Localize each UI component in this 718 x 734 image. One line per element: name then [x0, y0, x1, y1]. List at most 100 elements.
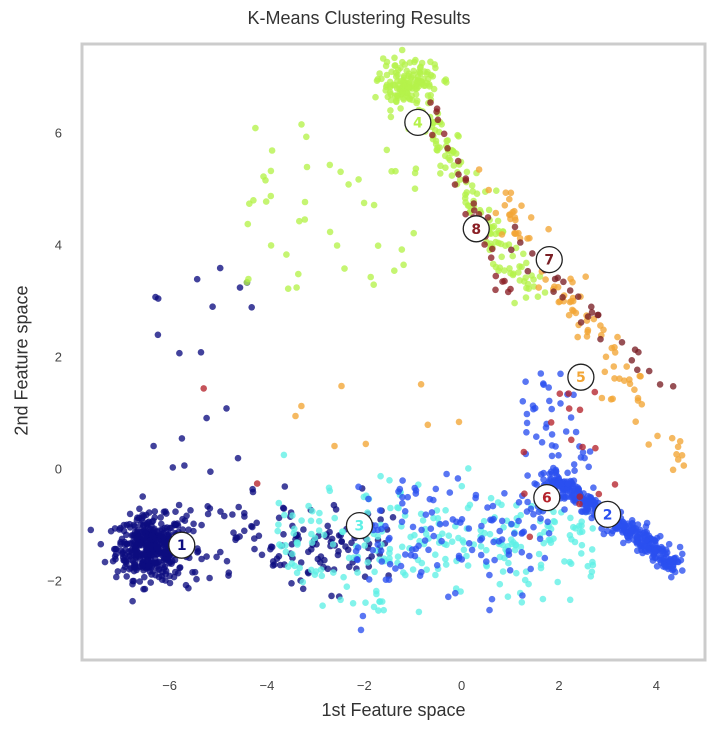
- cluster-point: [634, 533, 641, 541]
- cluster-point: [511, 214, 519, 221]
- cluster-point: [152, 293, 159, 301]
- cluster-point: [545, 384, 552, 391]
- cluster-point: [391, 267, 398, 275]
- cluster-point: [678, 452, 686, 459]
- cluster-point: [136, 578, 144, 585]
- cluster-point: [437, 162, 444, 170]
- cluster-point: [355, 176, 362, 183]
- cluster-point: [517, 543, 525, 551]
- cluster-point: [545, 225, 552, 233]
- cluster-point: [422, 511, 430, 518]
- cluster-point: [522, 294, 530, 301]
- cluster-point: [560, 278, 567, 286]
- cluster-point: [472, 494, 479, 502]
- cluster-point: [301, 198, 309, 206]
- cluster-point: [557, 370, 564, 378]
- cluster-point: [679, 567, 686, 574]
- cluster-point: [445, 593, 452, 601]
- cluster-point: [506, 265, 513, 272]
- cluster-point: [398, 46, 406, 54]
- cluster-point: [299, 585, 307, 593]
- chart-title: K-Means Clustering Results: [247, 8, 471, 28]
- cluster-point: [529, 250, 536, 257]
- cluster-point: [170, 520, 178, 528]
- cluster-point: [398, 518, 406, 526]
- cluster-point: [582, 273, 589, 281]
- cluster-point: [442, 520, 450, 527]
- cluster-point: [136, 505, 143, 513]
- cluster-point: [248, 522, 255, 530]
- cluster-point: [567, 414, 575, 421]
- cluster-point: [504, 288, 512, 296]
- cluster-point: [179, 526, 186, 533]
- cluster-point: [641, 531, 649, 539]
- cluster-point: [526, 552, 533, 560]
- cluster-point: [579, 449, 587, 456]
- cluster-point: [626, 532, 634, 540]
- cluster-point: [326, 161, 334, 169]
- cluster-point: [140, 551, 148, 559]
- cluster-point: [140, 585, 147, 593]
- cluster-point: [674, 443, 682, 451]
- cluster-point: [496, 553, 504, 561]
- cluster-point: [437, 170, 444, 177]
- cluster-point: [555, 452, 562, 459]
- cluster-point: [190, 520, 197, 528]
- cluster-point: [530, 276, 537, 283]
- cluster-point: [223, 405, 230, 412]
- cluster-point: [309, 507, 316, 515]
- cluster-point: [130, 567, 138, 575]
- cluster-point: [458, 482, 466, 490]
- cluster-point: [620, 519, 627, 526]
- cluster-point: [415, 608, 423, 616]
- cluster-point: [187, 507, 194, 514]
- cluster-point: [147, 579, 154, 586]
- cluster-point: [565, 390, 572, 397]
- cluster-point: [434, 116, 442, 124]
- cluster-point: [555, 474, 562, 482]
- cluster-point: [328, 535, 336, 543]
- cluster-point: [198, 521, 205, 529]
- cluster-point: [590, 315, 598, 323]
- cluster-point: [464, 562, 472, 569]
- cluster-point: [141, 573, 148, 581]
- cluster-point: [428, 509, 436, 516]
- cluster-point: [175, 501, 183, 509]
- cluster-point: [506, 567, 514, 574]
- cluster-point: [393, 92, 401, 99]
- cluster-point: [478, 522, 485, 530]
- cluster-point: [394, 553, 402, 560]
- y-tick-label: 4: [55, 238, 62, 253]
- cluster-point: [362, 440, 370, 448]
- cluster-point: [611, 344, 618, 351]
- cluster-point: [405, 83, 412, 91]
- cluster-point: [391, 62, 399, 69]
- cluster-point: [516, 277, 524, 284]
- cluster-point: [383, 58, 391, 66]
- cluster-point: [345, 554, 353, 562]
- cluster-point: [398, 543, 406, 551]
- cluster-point: [576, 500, 583, 508]
- cluster-point: [587, 573, 595, 580]
- cluster-point: [126, 553, 134, 560]
- cluster-point: [443, 541, 450, 549]
- cluster-point: [364, 559, 372, 566]
- cluster-point: [234, 454, 242, 462]
- cluster-point: [576, 493, 584, 501]
- cluster-point: [538, 471, 545, 478]
- cluster-point: [653, 563, 661, 570]
- cluster-point: [140, 521, 147, 529]
- cluster-point: [518, 599, 526, 606]
- cluster-point: [374, 526, 382, 534]
- cluster-point: [373, 587, 380, 595]
- cluster-point: [492, 263, 500, 271]
- cluster-point: [241, 509, 248, 517]
- cluster-point: [518, 202, 525, 209]
- cluster-point: [571, 494, 579, 501]
- cluster-point: [197, 349, 205, 356]
- cluster-point: [533, 481, 540, 488]
- cluster-point: [209, 303, 216, 311]
- cluster-point: [374, 533, 382, 540]
- centroid-label: 3: [355, 519, 365, 535]
- cluster-point: [651, 547, 659, 554]
